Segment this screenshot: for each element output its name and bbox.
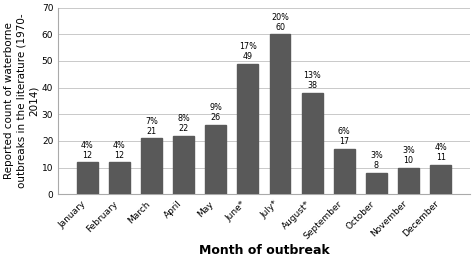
Text: 9%: 9% xyxy=(210,103,222,112)
Text: 20%: 20% xyxy=(271,13,289,21)
Text: 26: 26 xyxy=(211,113,221,122)
Text: 17%: 17% xyxy=(239,42,257,51)
Bar xyxy=(109,162,130,194)
Y-axis label: Reported count of waterborne
outbreaks in the literature (1970-
2014): Reported count of waterborne outbreaks i… xyxy=(4,14,39,188)
Bar xyxy=(398,168,419,194)
Text: 6%: 6% xyxy=(338,127,351,136)
Text: 49: 49 xyxy=(243,52,253,61)
Text: 22: 22 xyxy=(179,124,189,133)
Bar xyxy=(77,162,98,194)
Text: 17: 17 xyxy=(339,137,349,146)
Text: 12: 12 xyxy=(114,151,125,160)
Bar xyxy=(237,64,258,194)
Text: 3%: 3% xyxy=(402,146,415,155)
Text: 10: 10 xyxy=(403,156,413,165)
Text: 38: 38 xyxy=(307,81,317,90)
Text: 21: 21 xyxy=(146,127,156,136)
Bar xyxy=(205,125,226,194)
Text: 4%: 4% xyxy=(113,140,126,150)
Bar xyxy=(366,173,387,194)
Text: 3%: 3% xyxy=(370,151,383,160)
Text: 7%: 7% xyxy=(145,116,158,126)
Text: 12: 12 xyxy=(82,151,92,160)
X-axis label: Month of outbreak: Month of outbreak xyxy=(199,244,329,257)
Text: 4%: 4% xyxy=(434,143,447,152)
Text: 8%: 8% xyxy=(177,114,190,123)
Text: 13%: 13% xyxy=(303,71,321,80)
Bar xyxy=(334,149,355,194)
Bar xyxy=(173,136,194,194)
Bar xyxy=(141,138,162,194)
Bar xyxy=(270,34,291,194)
Text: 60: 60 xyxy=(275,23,285,32)
Text: 8: 8 xyxy=(374,161,379,170)
Bar xyxy=(430,165,451,194)
Bar xyxy=(302,93,323,194)
Text: 11: 11 xyxy=(436,153,446,162)
Text: 4%: 4% xyxy=(81,140,94,150)
